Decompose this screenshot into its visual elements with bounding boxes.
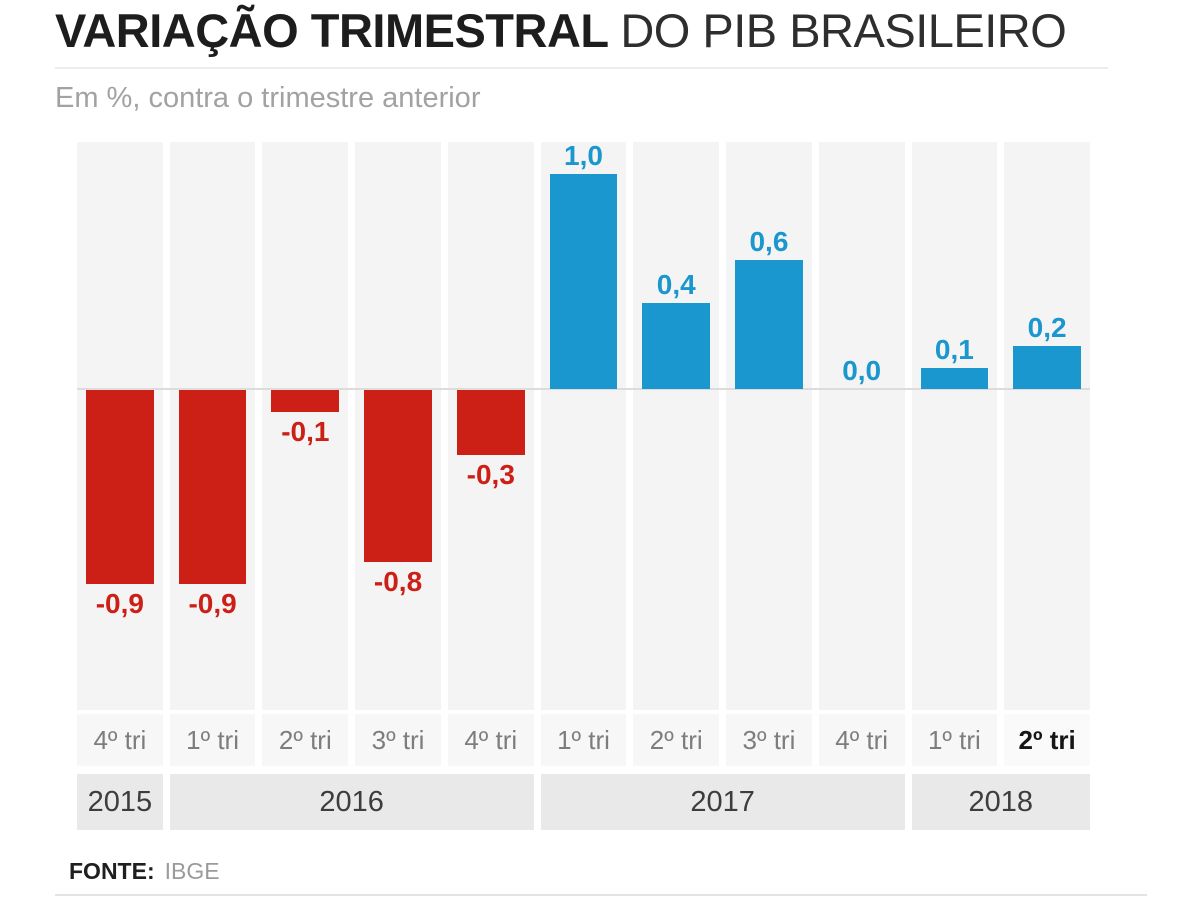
quarter-label: 1º tri bbox=[540, 714, 627, 766]
column-stripe: -0,3 bbox=[447, 142, 534, 710]
bar-value-label: 0,6 bbox=[749, 226, 789, 257]
bar-value-label: -0,9 bbox=[188, 587, 237, 619]
column-stripe: -0,9 bbox=[77, 142, 163, 710]
bottom-divider bbox=[55, 894, 1147, 896]
column-stripe: 0,0 bbox=[818, 142, 905, 710]
quarter-label: 3º tri bbox=[355, 714, 441, 766]
zero-axis-line bbox=[77, 388, 1090, 390]
bar bbox=[456, 390, 525, 455]
column-stripe: 0,4 bbox=[633, 142, 720, 710]
bar-value-label: -0,1 bbox=[281, 415, 330, 447]
year-band: 2016 bbox=[169, 774, 534, 830]
bar-value-label: 1,0 bbox=[564, 140, 603, 171]
source-value: IBGE bbox=[164, 858, 220, 884]
quarter-label: 3º tri bbox=[726, 714, 812, 766]
bar bbox=[1013, 346, 1081, 389]
year-band: 2018 bbox=[911, 774, 1090, 830]
page-title-emphasis: VARIAÇÃO TRIMESTRAL bbox=[55, 4, 608, 57]
gdp-bar-chart: -0,9 -0,9 -0,1 -0,8 -0,3 1,0 0,4 0,6 0,0 0,1 0,2 4… bbox=[77, 140, 1090, 830]
quarter-label: 4º tri bbox=[818, 714, 905, 766]
bar bbox=[86, 390, 154, 584]
column-stripe: 0,1 bbox=[911, 142, 998, 710]
quarter-label: 2º tri bbox=[633, 714, 720, 766]
quarter-label: 4º tri bbox=[447, 714, 534, 766]
quarter-label: 4º tri bbox=[77, 714, 163, 766]
title-divider bbox=[55, 67, 1108, 69]
column-stripe: 1,0 bbox=[540, 140, 627, 710]
bar bbox=[920, 367, 989, 389]
bar bbox=[642, 303, 711, 389]
quarter-label: 2º tri bbox=[1004, 714, 1090, 766]
bar bbox=[271, 390, 340, 412]
bar bbox=[549, 174, 618, 389]
plot-area: -0,9 -0,9 -0,1 -0,8 -0,3 1,0 0,4 0,6 0,0 0,1 0,2 bbox=[77, 140, 1090, 710]
year-band: 2017 bbox=[540, 774, 905, 830]
quarter-label: 2º tri bbox=[262, 714, 349, 766]
bar-value-label: 0,4 bbox=[656, 269, 696, 300]
quarter-label: 1º tri bbox=[911, 714, 998, 766]
column-stripe: -0,9 bbox=[169, 142, 256, 710]
page-title: VARIAÇÃO TRIMESTRAL DO PIB BRASILEIRO bbox=[55, 4, 1067, 58]
bar bbox=[735, 260, 803, 389]
year-band: 2015 bbox=[77, 774, 163, 830]
column-stripe: 0,2 bbox=[1004, 142, 1090, 710]
quarter-label: 1º tri bbox=[169, 714, 256, 766]
year-axis: 2015 2016 2017 2018 bbox=[77, 774, 1090, 830]
bar-value-label: 0,1 bbox=[934, 333, 974, 365]
chart-subtitle: Em %, contra o trimestre anterior bbox=[55, 82, 481, 114]
column-stripe: -0,1 bbox=[262, 142, 349, 710]
bar-value-label: 0,2 bbox=[1027, 312, 1067, 343]
column-stripe: -0,8 bbox=[355, 142, 441, 710]
source-line: FONTE: IBGE bbox=[69, 858, 220, 885]
bar bbox=[178, 390, 247, 584]
column-stripe: 0,6 bbox=[726, 142, 812, 710]
bar-value-label: -0,9 bbox=[95, 587, 144, 619]
bar-value-label: 0,0 bbox=[842, 355, 882, 386]
bar-value-label: -0,3 bbox=[466, 458, 515, 490]
bar bbox=[364, 390, 432, 562]
bar-value-label: -0,8 bbox=[373, 566, 423, 597]
source-label: FONTE: bbox=[69, 858, 155, 884]
quarter-axis: 4º tri 1º tri 2º tri 3º tri 4º tri 1º tri 2º t… bbox=[77, 714, 1090, 766]
page-title-rest: DO PIB BRASILEIRO bbox=[620, 4, 1067, 57]
